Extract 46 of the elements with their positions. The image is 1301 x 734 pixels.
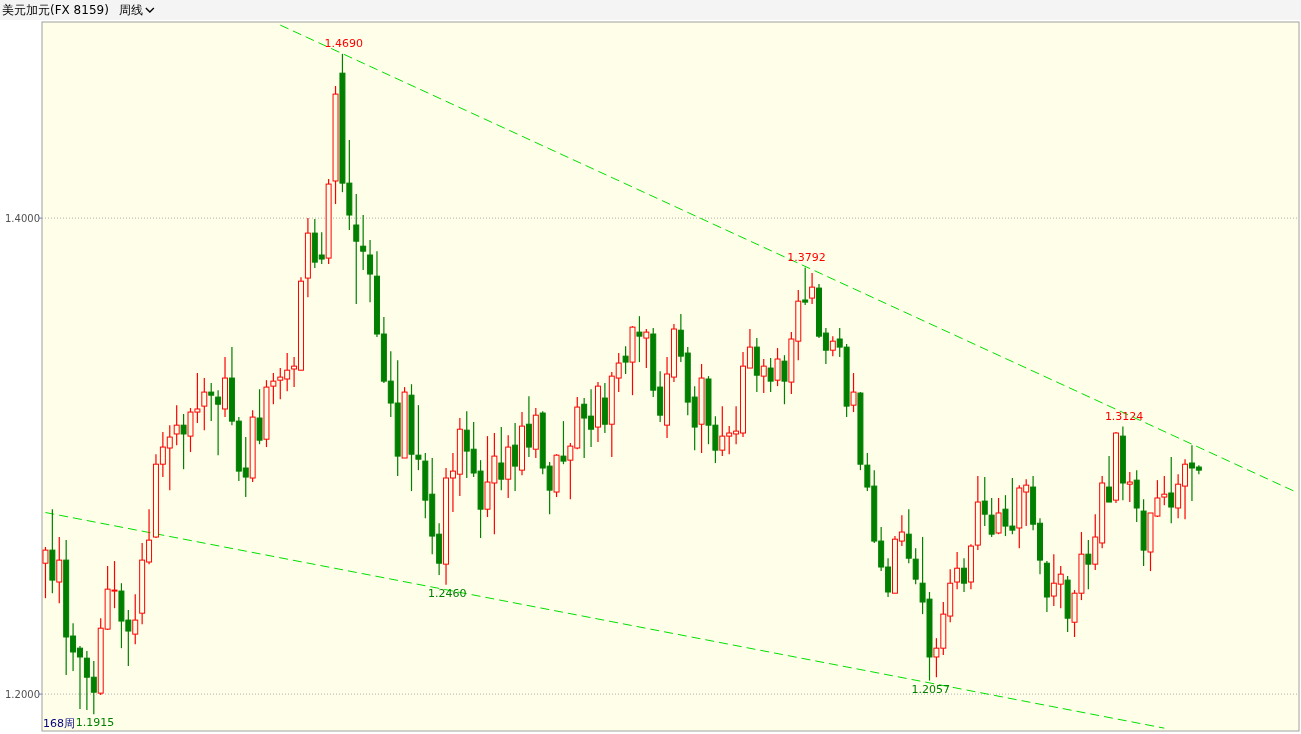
candlestick bbox=[1168, 456, 1175, 524]
candlestick bbox=[215, 389, 222, 456]
candlestick bbox=[353, 193, 360, 305]
candlestick bbox=[954, 551, 961, 590]
candlestick bbox=[760, 358, 767, 394]
candlestick bbox=[173, 404, 180, 446]
candlestick bbox=[636, 315, 643, 363]
candlestick bbox=[201, 377, 208, 431]
annotation: 1.4690 bbox=[324, 36, 363, 50]
candlestick bbox=[781, 354, 788, 405]
candlestick bbox=[912, 547, 919, 585]
candlestick bbox=[774, 347, 781, 387]
annotation: 1.1915 bbox=[75, 716, 115, 730]
candlestick bbox=[56, 536, 63, 604]
candlestick bbox=[1106, 455, 1113, 503]
candlestick bbox=[360, 214, 367, 271]
candlestick bbox=[1085, 539, 1092, 590]
candlestick bbox=[560, 420, 567, 465]
candlestick bbox=[767, 357, 774, 393]
candlestick bbox=[132, 593, 139, 645]
candlestick bbox=[498, 426, 505, 491]
y-tick-label: 1.4000 bbox=[5, 213, 40, 225]
candlestick bbox=[961, 557, 968, 593]
candlestick bbox=[622, 345, 629, 375]
chart-subtitle: 周线 bbox=[118, 3, 143, 17]
annotation: 1.2460 bbox=[428, 586, 467, 600]
candlestick bbox=[850, 372, 857, 413]
candlestick bbox=[367, 239, 374, 303]
candlestick bbox=[829, 335, 836, 357]
candlestick bbox=[208, 382, 215, 422]
annotation: 1.2057 bbox=[911, 682, 950, 696]
candlestick bbox=[415, 404, 422, 471]
annotation: 1.3124 bbox=[1104, 409, 1144, 423]
annotation: 168周 bbox=[43, 717, 75, 730]
candlestick bbox=[525, 395, 532, 458]
candlestick bbox=[995, 497, 1002, 535]
candlestick bbox=[512, 422, 519, 492]
annotation: 1.3792 bbox=[787, 250, 826, 264]
candlestick bbox=[1126, 471, 1133, 503]
chart-title: 美元加元(FX 8159) bbox=[2, 3, 109, 17]
candlestick bbox=[802, 267, 809, 306]
candlestick bbox=[180, 413, 187, 470]
candlestick bbox=[256, 388, 263, 445]
candlestick bbox=[809, 272, 816, 305]
candlestick bbox=[643, 328, 650, 369]
y-tick-label: 1.2000 bbox=[5, 689, 40, 701]
